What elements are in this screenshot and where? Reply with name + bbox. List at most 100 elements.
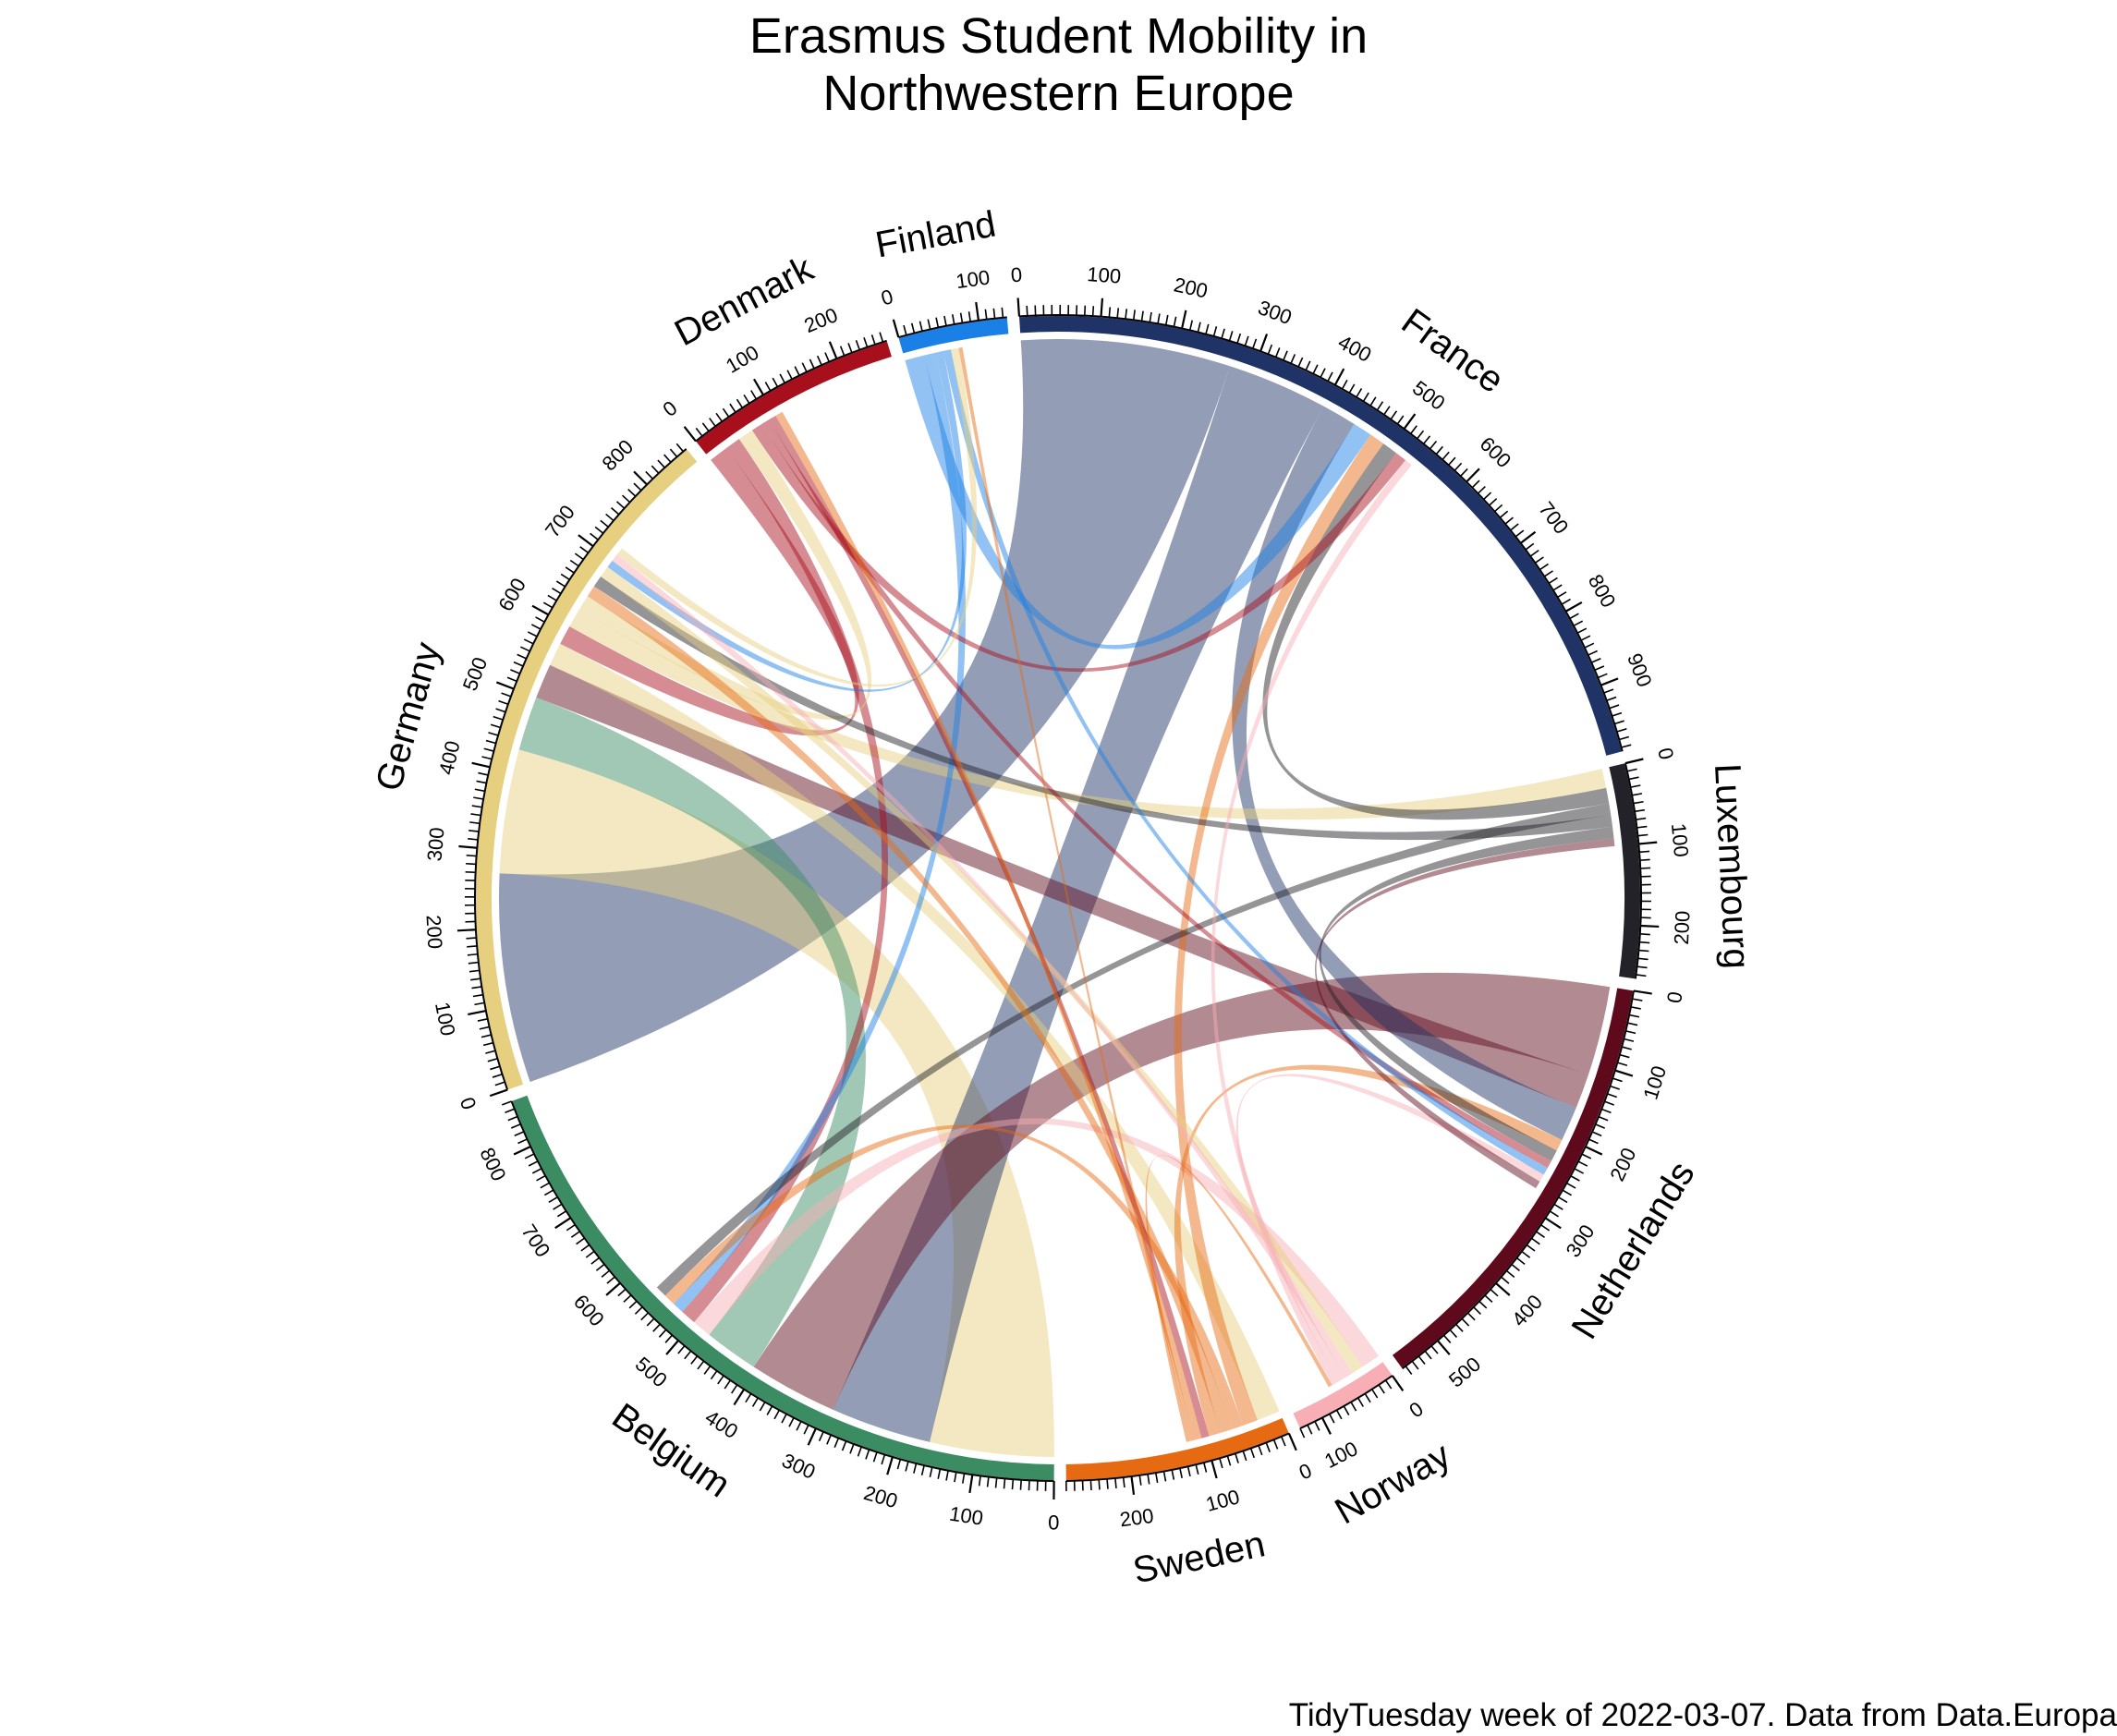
major-tick bbox=[1638, 841, 1658, 845]
chords-layer bbox=[498, 339, 1615, 1457]
minor-tick bbox=[731, 1384, 738, 1394]
minor-tick bbox=[1562, 1189, 1572, 1196]
major-tick bbox=[456, 929, 476, 932]
major-tick bbox=[733, 1389, 746, 1406]
minor-tick bbox=[855, 340, 860, 350]
minor-tick bbox=[1003, 1478, 1006, 1489]
tick-label-belgium: 600 bbox=[569, 1290, 609, 1330]
minor-tick bbox=[470, 977, 481, 981]
minor-tick bbox=[507, 1115, 518, 1122]
chord-norway-to-france bbox=[1211, 460, 1412, 1386]
tick-label-netherlands: 200 bbox=[1605, 1144, 1640, 1184]
axis-line-germany bbox=[474, 448, 687, 1090]
tick-label-luxembourg: 200 bbox=[1670, 910, 1695, 945]
minor-tick bbox=[1539, 563, 1549, 571]
minor-tick bbox=[1188, 320, 1194, 331]
minor-tick bbox=[796, 1421, 802, 1431]
minor-tick bbox=[710, 1370, 718, 1380]
minor-tick bbox=[552, 588, 562, 595]
tick-label-france: 0 bbox=[1010, 263, 1023, 287]
minor-tick bbox=[520, 646, 530, 652]
minor-tick bbox=[1493, 504, 1503, 513]
minor-tick bbox=[1454, 462, 1463, 471]
minor-tick bbox=[1530, 1237, 1540, 1245]
minor-tick bbox=[1536, 1231, 1545, 1238]
minor-tick bbox=[1459, 467, 1468, 477]
minor-tick bbox=[1548, 577, 1558, 585]
sector-label-luxembourg: Luxembourg bbox=[1707, 762, 1757, 969]
minor-tick bbox=[1001, 307, 1004, 318]
minor-tick bbox=[1409, 425, 1417, 434]
minor-tick bbox=[495, 708, 506, 713]
minor-tick bbox=[1511, 1263, 1520, 1271]
minor-tick bbox=[1617, 1062, 1628, 1066]
minor-tick bbox=[1490, 1288, 1499, 1297]
minor-tick bbox=[517, 653, 527, 660]
minor-tick bbox=[1630, 784, 1641, 788]
minor-tick bbox=[1422, 435, 1431, 444]
tick-label-belgium: 200 bbox=[861, 1481, 900, 1512]
minor-tick bbox=[530, 624, 541, 630]
minor-tick bbox=[1390, 410, 1398, 420]
minor-tick bbox=[857, 1446, 862, 1457]
minor-tick bbox=[652, 1323, 661, 1332]
minor-tick bbox=[594, 526, 604, 534]
chart-title: Erasmus Student Mobility in Northwestern… bbox=[0, 7, 2117, 122]
minor-tick bbox=[623, 1294, 632, 1303]
axis-line-france bbox=[1018, 313, 1624, 752]
minor-tick bbox=[986, 1476, 990, 1487]
chord-norway-to-belgium bbox=[694, 1118, 1379, 1367]
chord-denmark-to-germany bbox=[560, 447, 859, 736]
minor-tick bbox=[1577, 1160, 1588, 1167]
axis-line-luxembourg bbox=[1624, 762, 1642, 979]
major-tick bbox=[1016, 297, 1021, 317]
minor-tick bbox=[903, 324, 907, 335]
minor-tick bbox=[943, 315, 947, 326]
chord-sweden-to-netherlands bbox=[1174, 1064, 1563, 1437]
minor-tick bbox=[1449, 1329, 1458, 1338]
major-tick bbox=[1544, 1217, 1562, 1230]
minor-tick bbox=[1466, 1312, 1476, 1321]
sector-label-finland: Finland bbox=[872, 204, 999, 266]
minor-tick bbox=[1221, 328, 1225, 339]
major-tick bbox=[489, 1088, 508, 1098]
minor-tick bbox=[468, 838, 479, 841]
sector-denmark bbox=[696, 341, 892, 455]
major-tick bbox=[531, 604, 550, 616]
minor-tick bbox=[634, 1306, 643, 1315]
tick-label-denmark: 200 bbox=[801, 303, 841, 337]
minor-tick bbox=[870, 334, 876, 346]
minor-tick bbox=[910, 322, 916, 334]
minor-tick bbox=[951, 314, 955, 325]
minor-tick bbox=[1540, 1224, 1551, 1232]
chart-caption: TidyTuesday week of 2022-03-07. Data fro… bbox=[1288, 1697, 2117, 1733]
minor-tick bbox=[1242, 1451, 1247, 1462]
minor-tick bbox=[470, 813, 481, 817]
minor-tick bbox=[1028, 1480, 1030, 1491]
minor-tick bbox=[502, 1100, 512, 1106]
minor-tick bbox=[697, 1360, 705, 1370]
minor-tick bbox=[759, 1402, 766, 1412]
minor-tick bbox=[1625, 1030, 1636, 1035]
major-tick bbox=[683, 426, 697, 443]
minor-tick bbox=[927, 319, 931, 330]
minor-tick bbox=[633, 482, 642, 492]
minor-tick bbox=[1505, 1269, 1515, 1278]
tick-label-belgium: 800 bbox=[475, 1144, 510, 1184]
minor-tick bbox=[1411, 1360, 1419, 1370]
minor-tick bbox=[1638, 850, 1650, 854]
minor-tick bbox=[929, 1466, 933, 1478]
chord-france-to-netherlands bbox=[1232, 406, 1576, 1140]
major-tick bbox=[468, 1010, 487, 1016]
minor-tick bbox=[1341, 380, 1348, 390]
chord-germany-to-belgium bbox=[499, 749, 1054, 1457]
minor-tick bbox=[595, 1263, 605, 1271]
minor-tick bbox=[467, 953, 479, 956]
minor-tick bbox=[1442, 451, 1450, 461]
major-tick bbox=[1211, 1460, 1218, 1479]
minor-tick bbox=[664, 1334, 674, 1343]
major-tick bbox=[753, 378, 765, 396]
minor-tick bbox=[967, 311, 971, 322]
minor-tick bbox=[531, 1168, 542, 1174]
